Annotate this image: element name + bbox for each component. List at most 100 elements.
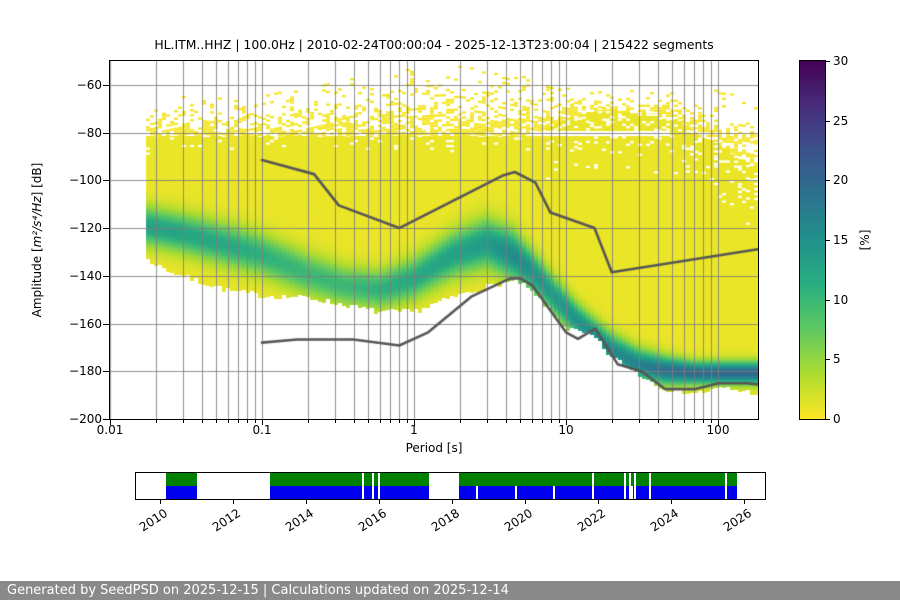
colorbar-tick — [826, 240, 830, 241]
x-tick-label: 10 — [558, 423, 574, 437]
y-major-tick — [103, 323, 109, 325]
x-tick-label: 0.01 — [96, 423, 124, 437]
x-minor-tick — [216, 419, 218, 423]
y-axis-label-units: m²/s⁴/Hz — [30, 196, 44, 248]
year-label: 2024 — [647, 506, 681, 535]
x-tick-label: 100 — [706, 423, 730, 437]
x-minor-tick — [520, 419, 522, 423]
availability-segment-bottom — [458, 486, 738, 499]
colorbar-tick-label: 30 — [833, 54, 849, 68]
footer-bar: Generated by SeedPSD on 2025-12-15 | Cal… — [0, 581, 900, 600]
availability-gap — [623, 473, 626, 499]
availability-bar — [135, 472, 766, 500]
x-minor-tick — [228, 419, 230, 423]
x-minor-tick — [368, 419, 370, 423]
x-minor-tick — [247, 419, 249, 423]
availability-gap-bottom — [476, 486, 479, 499]
footer-text: Generated by SeedPSD on 2025-12-15 | Cal… — [7, 583, 509, 598]
y-tick-label: −80 — [76, 125, 102, 140]
year-label: 2026 — [720, 506, 754, 535]
x-minor-tick — [380, 419, 382, 423]
availability-gap — [592, 473, 595, 499]
colorbar-tick — [826, 120, 830, 122]
year-label: 2010 — [136, 506, 171, 535]
x-major-tick — [414, 419, 415, 425]
colorbar-tick-label: 5 — [833, 352, 841, 367]
year-tick — [233, 499, 235, 504]
availability-gap — [377, 473, 380, 499]
x-minor-tick — [407, 419, 409, 423]
colorbar-tick-label: 20 — [833, 173, 849, 188]
availability-segment-top — [165, 473, 197, 486]
x-minor-tick — [334, 419, 336, 423]
x-minor-tick — [238, 419, 240, 423]
y-major-tick — [103, 228, 109, 230]
y-tick-label: −180 — [69, 364, 102, 379]
availability-segment-bottom — [165, 486, 197, 499]
x-tick-label: 1 — [410, 423, 418, 437]
colorbar-tick-label: 25 — [833, 113, 849, 128]
year-label: 2014 — [282, 506, 317, 535]
year-tick — [670, 499, 672, 504]
year-tick — [306, 499, 308, 504]
availability-gap-bottom — [552, 486, 555, 499]
y-tick-label: −200 — [69, 412, 102, 426]
y-tick-label: −120 — [69, 221, 102, 236]
y-tick-label: −100 — [69, 173, 102, 188]
x-minor-tick — [459, 419, 461, 423]
x-major-tick — [566, 419, 567, 425]
year-tick — [524, 499, 526, 504]
availability-gap — [633, 473, 636, 499]
availability-gap — [724, 473, 727, 499]
availability-gap-bottom — [630, 486, 633, 499]
year-tick — [597, 499, 599, 504]
year-label: 2020 — [501, 506, 535, 535]
x-major-tick — [110, 419, 111, 425]
x-minor-tick — [657, 419, 659, 423]
y-major-tick — [103, 84, 109, 86]
year-tick — [160, 499, 162, 504]
y-major-tick — [103, 371, 109, 373]
year-label: 2016 — [355, 506, 390, 535]
x-minor-tick — [638, 419, 640, 423]
colorbar-tick — [826, 299, 830, 301]
availability-gap — [628, 473, 631, 499]
colorbar-tick-label: 15 — [833, 233, 849, 247]
availability-segment-top — [458, 473, 738, 486]
y-axis-label-suffix: ] [dB] — [30, 162, 44, 197]
x-minor-tick — [353, 419, 355, 423]
year-tick — [743, 499, 745, 504]
x-minor-tick — [551, 419, 553, 423]
y-axis-label-prefix: Amplitude [ — [30, 247, 44, 318]
x-minor-tick — [711, 419, 713, 423]
y-major-tick — [103, 180, 109, 182]
colorbar-tick-label: 0 — [833, 412, 841, 426]
year-label: 2018 — [428, 506, 463, 535]
availability-gap — [371, 473, 374, 499]
x-minor-tick — [182, 419, 184, 423]
colorbar-tick — [826, 61, 830, 62]
y-axis-label: Amplitude [m²/s⁴/Hz] [dB] — [30, 60, 46, 420]
x-minor-tick — [505, 419, 507, 423]
x-minor-tick — [542, 419, 544, 423]
colorbar-tick — [826, 180, 830, 182]
ppsd-heatmap-canvas — [110, 61, 758, 419]
x-minor-tick — [684, 419, 686, 423]
year-label: 2022 — [574, 506, 608, 535]
x-minor-tick — [255, 419, 257, 423]
colorbar — [799, 60, 826, 420]
x-minor-tick — [532, 419, 534, 423]
y-major-tick — [103, 275, 109, 277]
x-minor-tick — [559, 419, 561, 423]
y-tick-label: −140 — [69, 268, 102, 283]
colorbar-tick — [826, 419, 830, 420]
availability-segment-top — [269, 473, 430, 486]
availability-segment-bottom — [269, 486, 430, 499]
x-minor-tick — [694, 419, 696, 423]
ppsd-plot-area — [109, 60, 759, 420]
x-minor-tick — [672, 419, 674, 423]
x-minor-tick — [399, 419, 401, 423]
colorbar-tick — [826, 359, 830, 361]
availability-gap — [649, 473, 652, 499]
